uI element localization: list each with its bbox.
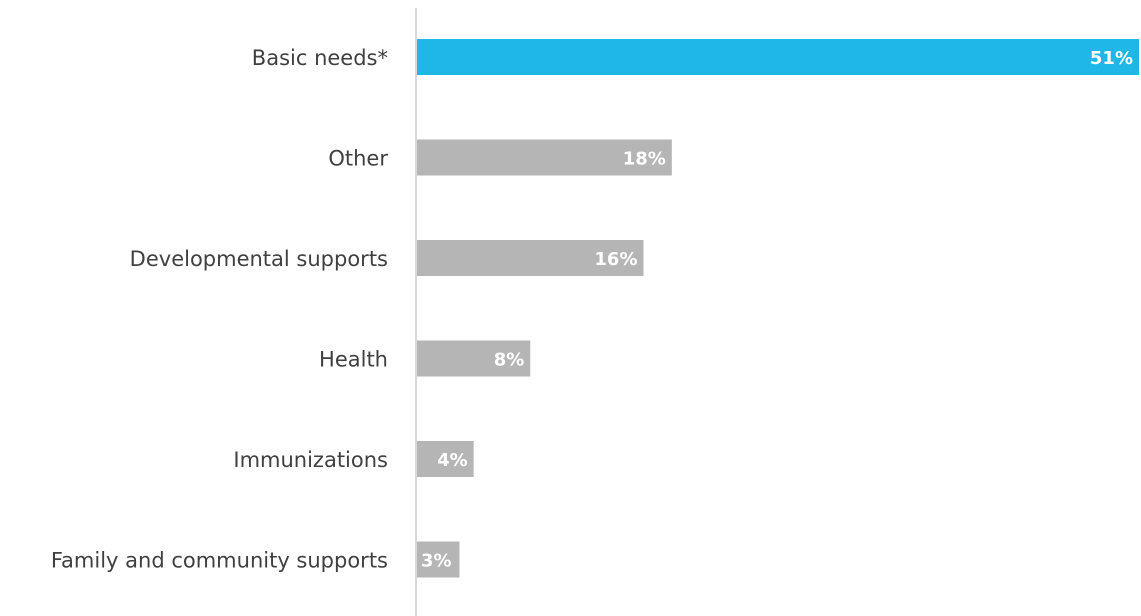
value-label: 8%: [494, 350, 525, 371]
value-label: 3%: [421, 551, 452, 572]
bar: [417, 240, 644, 276]
category-label: Basic needs*: [252, 46, 388, 70]
bar: [417, 441, 474, 477]
bar: [417, 39, 1139, 75]
value-label: 4%: [437, 450, 468, 471]
value-label: 18%: [623, 149, 666, 170]
value-label: 51%: [1090, 48, 1133, 69]
category-label: Health: [319, 348, 388, 372]
bar: [417, 340, 531, 377]
bars-group: 51% 18% 16% 8% 4% 3%: [417, 39, 1139, 578]
category-label: Developmental supports: [130, 247, 388, 271]
category-label: Family and community supports: [51, 549, 388, 573]
bar: [417, 541, 460, 578]
value-label: 16%: [594, 249, 637, 270]
category-label: Immunizations: [233, 448, 388, 472]
bar: [417, 139, 672, 176]
category-label: Other: [328, 147, 388, 171]
